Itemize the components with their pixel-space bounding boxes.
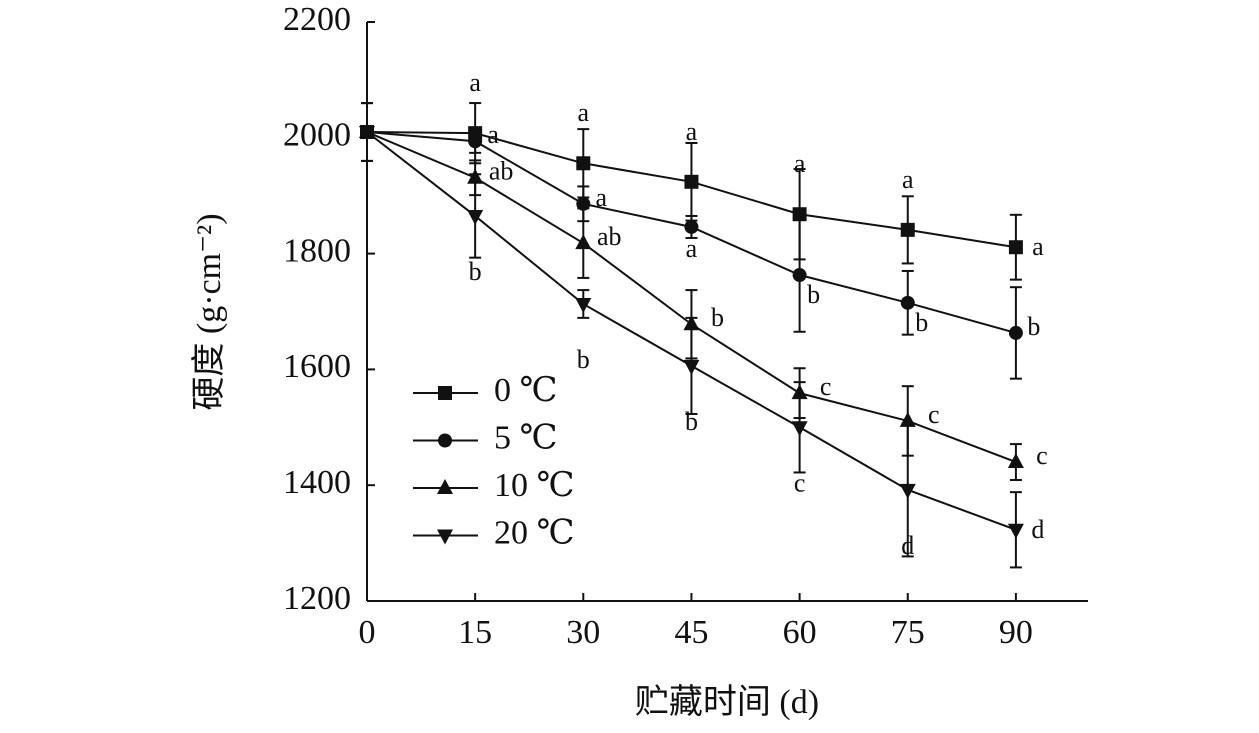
significance-label: a: [686, 117, 698, 146]
legend-label: 20 ℃: [494, 514, 575, 551]
significance-label: b: [711, 303, 724, 332]
marker: [576, 156, 591, 171]
significance-label: a: [487, 120, 499, 149]
marker: [467, 209, 484, 225]
x-tick-label: 60: [783, 614, 817, 651]
legend-label: 5 ℃: [494, 419, 558, 456]
x-tick-label: 0: [359, 614, 376, 651]
marker: [1007, 453, 1024, 469]
marker: [1008, 325, 1023, 340]
significance-label: b: [915, 308, 928, 337]
legend-label: 10 ℃: [494, 467, 575, 504]
significance-label: b: [469, 257, 482, 286]
marker: [900, 222, 915, 237]
x-tick-label: 90: [999, 614, 1033, 651]
x-axis-label: 贮藏时间 (d): [635, 683, 819, 721]
marker: [359, 126, 375, 142]
y-axis-label: 硬度 (g·cm⁻²): [190, 213, 228, 410]
legend-label: 0 ℃: [494, 372, 558, 409]
y-tick-label: 1200: [283, 580, 351, 617]
marker: [468, 134, 483, 149]
x-tick-label: 75: [891, 614, 925, 651]
significance-label: d: [901, 531, 914, 560]
marker: [684, 219, 699, 234]
significance-label: b: [577, 345, 590, 374]
marker: [576, 196, 591, 211]
marker: [791, 421, 808, 437]
significance-label: ab: [597, 222, 622, 251]
y-tick-label: 1600: [283, 348, 351, 385]
significance-label: a: [794, 149, 806, 178]
marker: [575, 234, 592, 250]
y-tick-label: 2200: [283, 1, 351, 38]
significance-label: b: [807, 280, 820, 309]
marker: [1007, 523, 1024, 539]
marker: [438, 433, 452, 448]
significance-label: a: [469, 68, 481, 97]
marker: [437, 529, 453, 545]
significance-label: a: [578, 98, 590, 127]
marker: [899, 483, 916, 499]
significance-label: ab: [489, 157, 514, 186]
significance-label: a: [1032, 232, 1044, 261]
significance-label: c: [794, 468, 806, 497]
significance-label: b: [1027, 312, 1040, 341]
x-tick-label: 15: [458, 614, 492, 651]
significance-label: c: [1036, 441, 1048, 470]
significance-label: a: [686, 234, 698, 263]
marker: [437, 479, 453, 494]
marker: [1008, 240, 1023, 255]
marker: [683, 359, 700, 375]
marker: [575, 297, 592, 313]
marker: [900, 295, 915, 310]
significance-label: a: [902, 165, 914, 194]
x-tick-label: 30: [566, 614, 600, 651]
x-tick-label: 45: [674, 614, 708, 651]
significance-label: d: [1031, 515, 1044, 544]
y-tick-label: 2000: [283, 117, 351, 154]
marker: [438, 386, 452, 400]
marker: [792, 268, 807, 283]
y-tick-label: 1800: [283, 232, 351, 269]
marker: [684, 174, 699, 189]
y-tick-label: 1400: [283, 464, 351, 501]
significance-label: c: [820, 372, 832, 401]
significance-label: c: [928, 400, 940, 429]
significance-label: b: [685, 407, 698, 436]
significance-label: a: [596, 183, 608, 212]
